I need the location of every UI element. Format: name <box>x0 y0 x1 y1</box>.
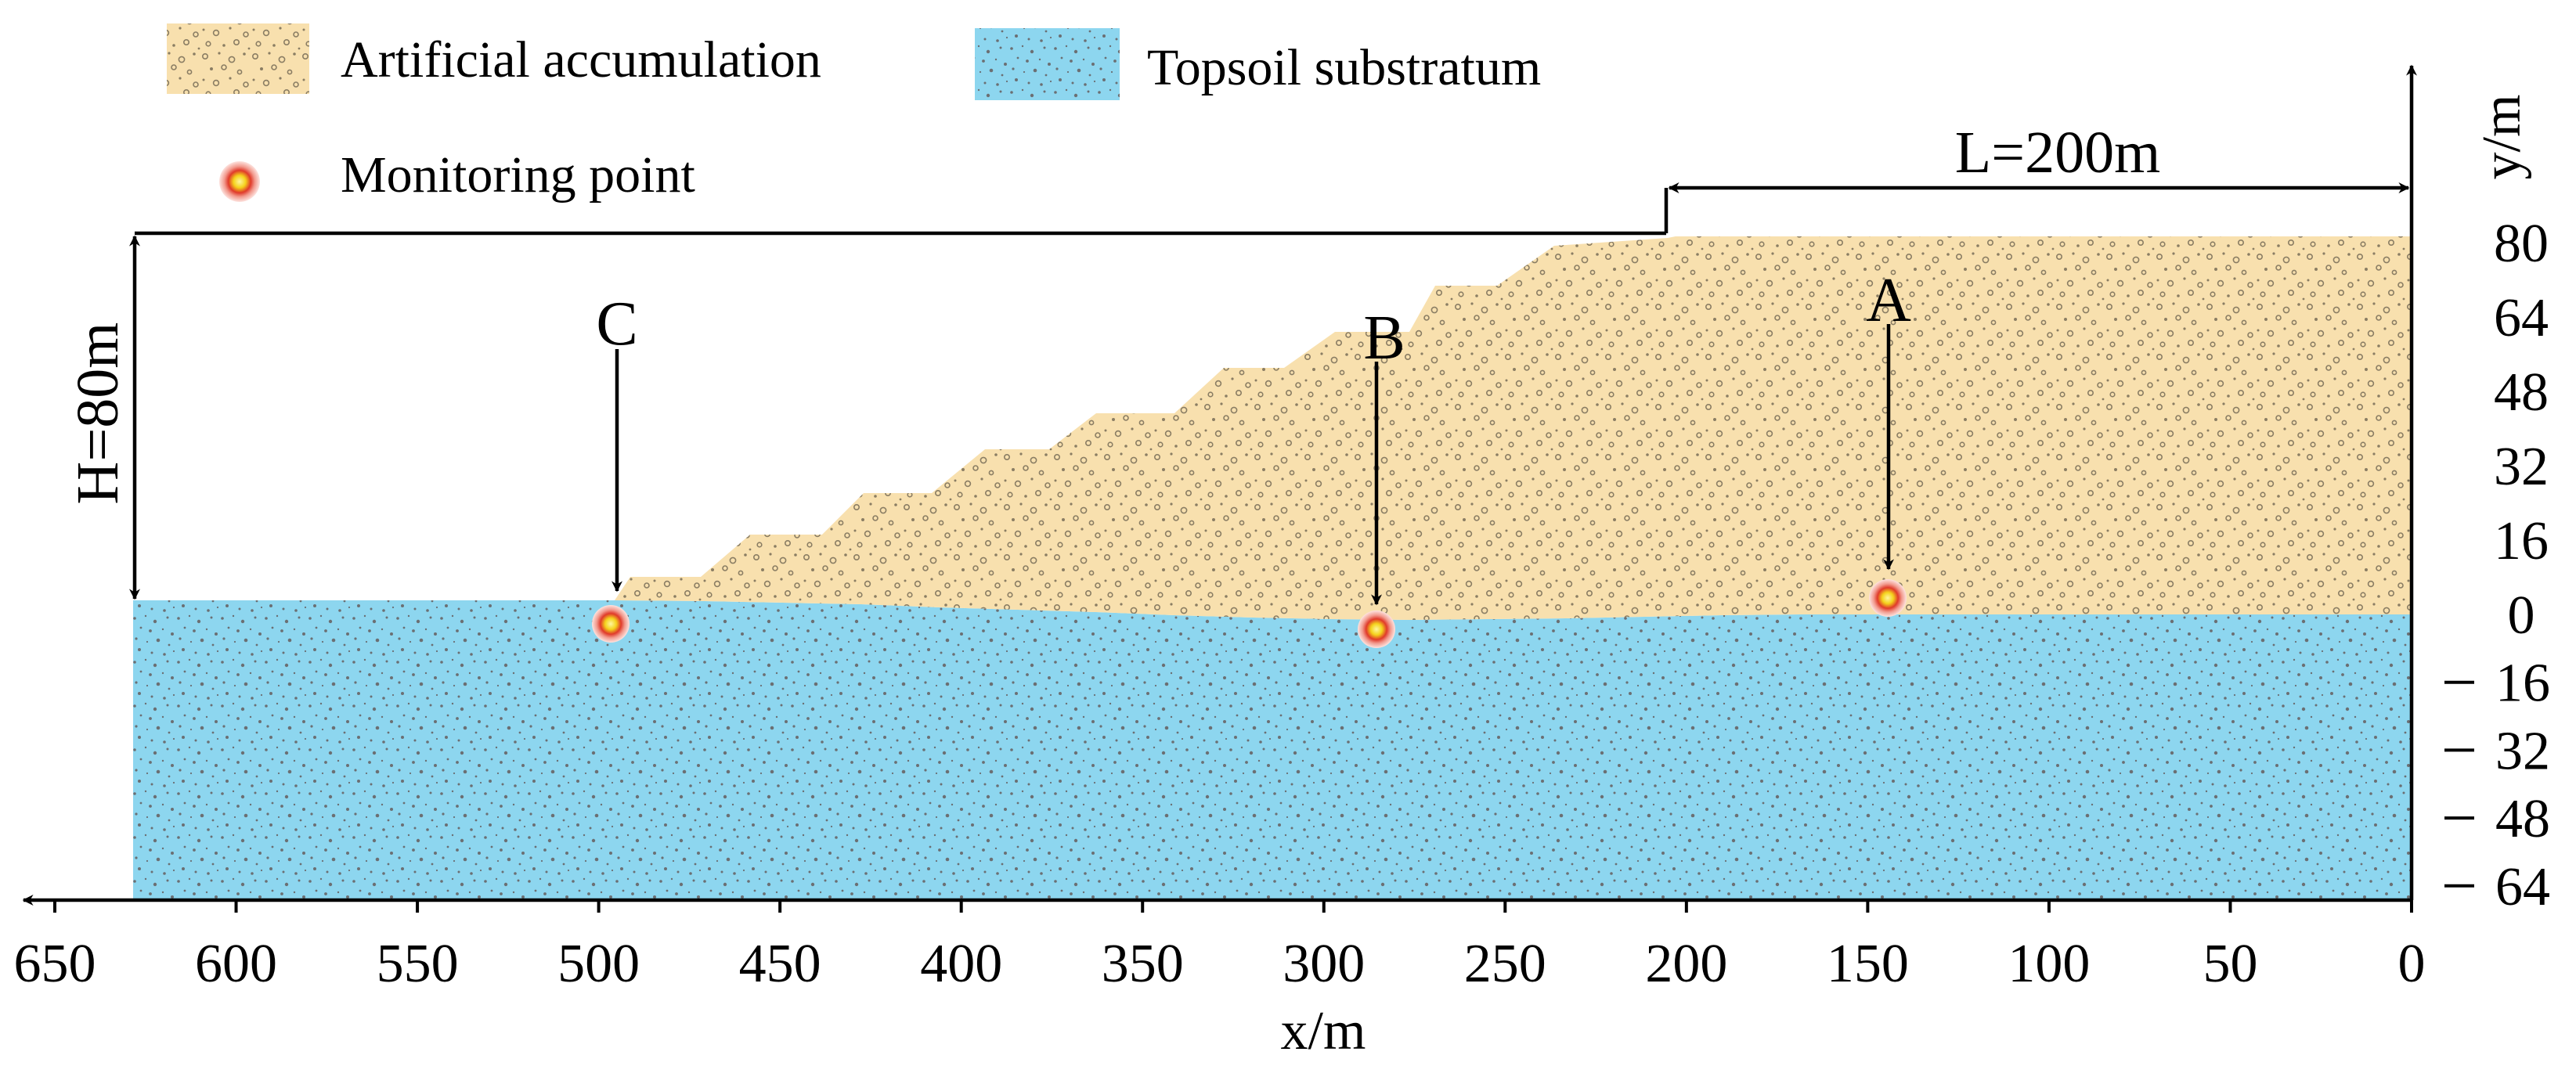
legend-substratum-swatch <box>975 28 1120 100</box>
monitoring-point-b: B <box>1358 304 1405 648</box>
point-a-marker <box>1869 579 1907 617</box>
y-tick-label: 16 <box>2494 511 2549 571</box>
x-tick-label: 500 <box>557 934 640 994</box>
y-tick-label: 80 <box>2494 214 2549 274</box>
substratum-layer <box>133 600 2412 900</box>
x-axis-title: x/m <box>1281 1001 1366 1061</box>
x-tick-label: 0 <box>2398 934 2426 994</box>
legend-monitoring-label: Monitoring point <box>341 146 695 204</box>
x-axis: 650 600 550 500 450 400 350 300 250 200 150 100 50 0 … <box>14 895 2426 1061</box>
y-tick-label: 32 <box>2495 721 2550 781</box>
x-tick-label: 100 <box>2008 934 2090 994</box>
monitoring-point-a: A <box>1866 266 1911 617</box>
x-tick-label: 200 <box>1645 934 1727 994</box>
legend-accumulation-label: Artificial accumulation <box>341 31 821 88</box>
x-tick-label: 300 <box>1283 934 1365 994</box>
y-axis: 80 64 48 32 16 0 16 32 48 64 y/m <box>2406 64 2550 917</box>
x-tick-label: 400 <box>920 934 1002 994</box>
point-a-label: A <box>1866 266 1911 335</box>
x-tick-label: 50 <box>2203 934 2257 994</box>
height-label: H=80m <box>65 322 131 505</box>
legend-monitoring-marker <box>219 161 260 202</box>
point-b-marker <box>1358 611 1395 648</box>
legend-substratum-label: Topsoil substratum <box>1147 39 1541 96</box>
height-dimension: H=80m <box>65 188 1669 600</box>
x-tick-label: 600 <box>195 934 277 994</box>
y-tick-label: 64 <box>2494 288 2549 348</box>
y-tick-label: 0 <box>2508 585 2535 646</box>
y-tick-label: 48 <box>2495 789 2550 849</box>
x-tick-label: 550 <box>377 934 459 994</box>
x-tick-label: 450 <box>739 934 821 994</box>
legend-accumulation-swatch <box>167 23 309 94</box>
length-dimension: L=200m <box>1668 120 2410 193</box>
x-tick-label: 250 <box>1464 934 1546 994</box>
y-tick-label: 16 <box>2495 654 2550 714</box>
accumulation-layer <box>615 236 2412 620</box>
y-axis-title: y/m <box>2472 95 2532 180</box>
x-tick-label: 350 <box>1102 934 1184 994</box>
y-tick-label: 48 <box>2494 362 2549 423</box>
point-c-marker <box>592 605 630 643</box>
legend: Artificial accumulation Topsoil substrat… <box>167 23 1541 204</box>
point-b-label: B <box>1363 304 1405 373</box>
x-tick-label: 650 <box>14 934 96 994</box>
point-c-label: C <box>596 290 637 358</box>
length-label: L=200m <box>1955 120 2160 186</box>
y-tick-label: 32 <box>2494 437 2549 497</box>
monitoring-point-c: C <box>592 290 638 643</box>
y-tick-label: 64 <box>2495 857 2550 917</box>
x-tick-label: 150 <box>1827 934 1909 994</box>
